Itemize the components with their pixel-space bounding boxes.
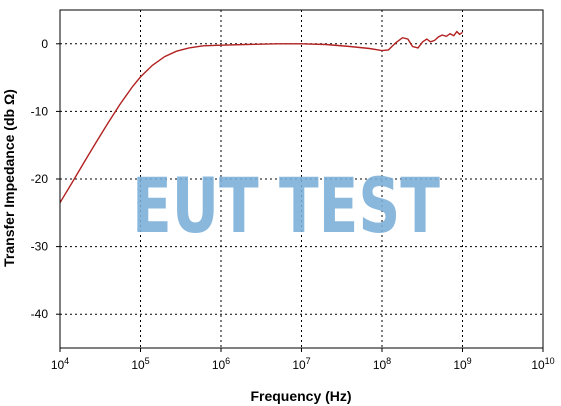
y-tick-label: 0 — [41, 37, 48, 51]
watermark-text: EUT TEST — [132, 161, 440, 250]
y-tick-label: -20 — [31, 172, 49, 186]
x-tick-label: 108 — [373, 356, 391, 372]
grid-lines — [60, 10, 543, 348]
x-tick-label: 106 — [212, 356, 230, 372]
x-tick-label: 107 — [292, 356, 310, 372]
x-tick-label: 105 — [131, 356, 149, 372]
x-tick-label: 1010 — [531, 356, 554, 372]
x-tick-label: 104 — [51, 356, 69, 372]
series-line — [59, 30, 463, 204]
y-tick-label: -30 — [31, 240, 49, 254]
y-tick-label: -10 — [31, 104, 49, 118]
y-tick-label: -40 — [31, 307, 49, 321]
x-axis-ticks: 104 105 106 107 108 109 1010 — [51, 348, 555, 372]
y-axis-ticks: 0 -10 -20 -30 -40 — [31, 37, 60, 321]
x-axis-title: Frequency (Hz) — [250, 388, 351, 404]
x-tick-label: 109 — [453, 356, 471, 372]
y-axis-title: Transfer Impedance (db Ω) — [1, 89, 17, 267]
